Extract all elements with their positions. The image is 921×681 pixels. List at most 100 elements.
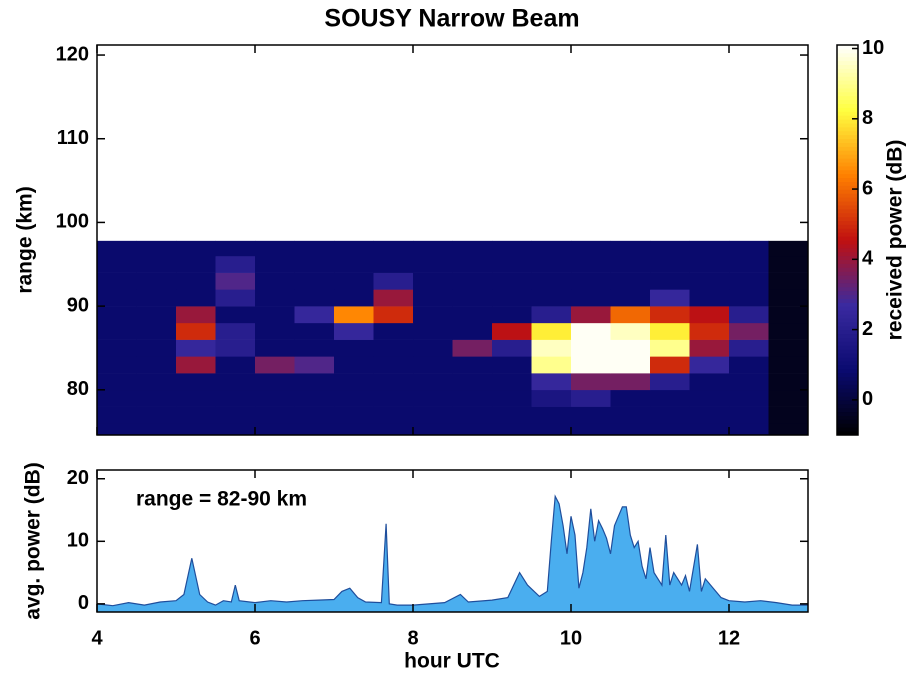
heatmap-cell — [492, 322, 532, 340]
heatmap-cell — [413, 272, 453, 290]
colorbar-step — [837, 154, 858, 159]
heatmap-cell — [294, 356, 335, 374]
heatmap-cell — [294, 373, 335, 391]
colorbar-step — [837, 103, 858, 108]
colorbar-tick-label: 0 — [862, 388, 873, 410]
heatmap-cell — [571, 255, 611, 273]
heatmap-cell — [97, 322, 137, 340]
heatmap-cell — [610, 289, 651, 307]
heatmap-cell — [373, 306, 414, 324]
heatmap-cell — [97, 406, 137, 424]
heatmap-cell — [452, 289, 493, 307]
colorbar-step — [837, 216, 858, 221]
colorbar-step — [837, 185, 858, 190]
heatmap-cell — [610, 339, 651, 357]
colorbar-step — [837, 419, 858, 424]
colorbar-step — [837, 224, 858, 229]
colorbar-step — [837, 271, 858, 276]
heatmap-cell — [136, 306, 177, 324]
heatmap-cell — [136, 240, 177, 257]
x-tick-label: 8 — [407, 627, 418, 649]
heatmap-cell — [136, 356, 177, 374]
heatmap-cell — [255, 406, 295, 424]
heatmap-cell — [492, 389, 532, 407]
colorbar-step — [837, 267, 858, 272]
heatmap-cell — [531, 306, 572, 324]
heatmap-cell — [373, 289, 414, 307]
heatmap-cell — [334, 240, 374, 257]
heatmap-cell — [255, 255, 295, 273]
colorbar-frame — [836, 44, 859, 436]
heatmap-cell — [413, 406, 453, 424]
heatmap-cell — [97, 389, 137, 407]
heatmap-cell — [689, 289, 730, 307]
colorbar-step — [837, 107, 858, 112]
heatmap-cell — [768, 373, 809, 391]
heatmap-cell — [610, 306, 651, 324]
heatmap-cell — [531, 389, 572, 407]
heatmap-cell — [689, 255, 730, 273]
colorbar-step — [837, 111, 858, 116]
colorbar-step — [837, 212, 858, 218]
heatmap-cell — [689, 322, 730, 340]
heatmap-cell — [768, 289, 809, 307]
heatmap-cell — [531, 240, 572, 257]
heatmap-cell — [531, 272, 572, 290]
colorbar-step — [837, 91, 858, 97]
heatmap-cell — [215, 272, 256, 290]
heatmap-cell — [373, 423, 414, 436]
colorbar-step — [837, 251, 858, 257]
heatmap-cell — [215, 255, 256, 273]
heatmap-cell — [413, 373, 453, 391]
heatmap-cell — [492, 306, 532, 324]
heatmap-cell — [334, 322, 374, 340]
colorbar-step — [837, 68, 858, 73]
heatmap-cell — [373, 406, 414, 424]
heatmap-cell — [452, 406, 493, 424]
y-tick-label: 80 — [67, 378, 89, 400]
colorbar-step — [837, 282, 858, 288]
heatmap-cell — [294, 423, 335, 436]
colorbar-step — [837, 411, 858, 416]
colorbar-step — [837, 204, 858, 210]
heatmap-cell — [571, 306, 611, 324]
heatmap-cell — [373, 356, 414, 374]
heatmap-cell — [531, 373, 572, 391]
colorbar-step — [837, 64, 858, 69]
colorbar-tick-label: 2 — [862, 318, 873, 340]
heatmap-cell — [571, 272, 611, 290]
heatmap-cell — [492, 289, 532, 307]
x-tick-label: 6 — [249, 627, 260, 649]
heatmap-cell — [136, 389, 177, 407]
heatmap-cell — [294, 339, 335, 357]
heatmap-cell — [531, 322, 572, 340]
heatmap-cell — [492, 272, 532, 290]
heatmap-cell — [650, 306, 690, 324]
heatmap-cell — [294, 389, 335, 407]
colorbar-step — [837, 45, 858, 50]
heatmap-cell — [334, 373, 374, 391]
heatmap-cell — [768, 255, 809, 273]
colorbar-step — [837, 150, 858, 155]
colorbar-step — [837, 220, 858, 225]
colorbar-step — [837, 337, 858, 342]
heatmap-cell — [492, 240, 532, 257]
heatmap-cell — [334, 272, 374, 290]
heatmap-cell — [373, 373, 414, 391]
colorbar-step — [837, 407, 858, 413]
heatmap-cell — [215, 240, 256, 257]
y-tick-label: 100 — [56, 211, 89, 233]
colorbar-step — [837, 138, 858, 143]
heatmap-cell — [610, 389, 651, 407]
heatmap-cell — [413, 306, 453, 324]
heatmap-cell — [255, 373, 295, 391]
heatmap-cell — [729, 255, 769, 273]
x-tick-label: 10 — [560, 627, 582, 649]
colorbar-step — [837, 376, 858, 381]
heatmap-cell — [768, 240, 809, 257]
heatmap-cell — [136, 373, 177, 391]
heatmap-cell — [176, 272, 216, 290]
heatmap-cell — [729, 406, 769, 424]
heatmap-cell — [255, 356, 295, 374]
heatmap-cell — [97, 373, 137, 391]
